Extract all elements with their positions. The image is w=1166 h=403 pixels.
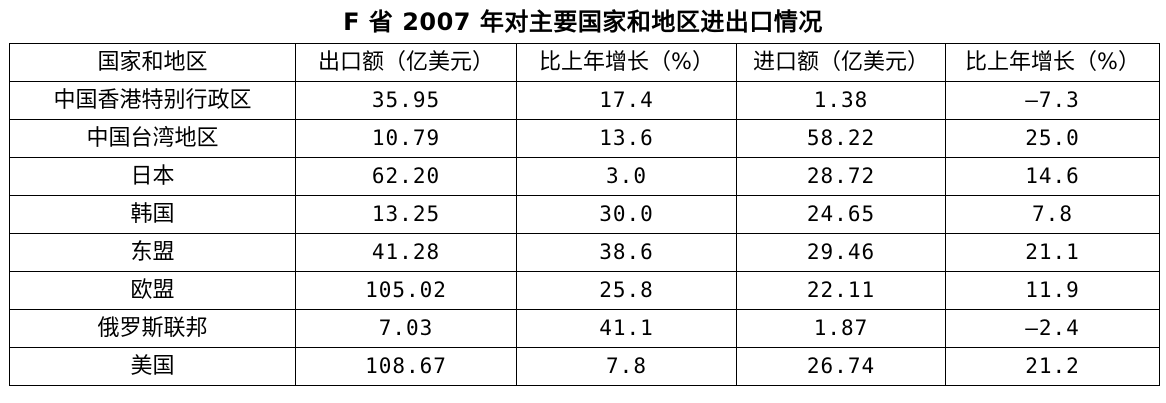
cell-export-growth: 25.8 — [516, 271, 737, 310]
cell-export-amount: 35.95 — [295, 81, 517, 120]
cell-import-growth: 14.6 — [945, 157, 1160, 196]
cell-import-amount: 22.11 — [736, 271, 946, 310]
cell-export-amount: 10.79 — [295, 119, 517, 158]
cell-export-growth: 13.6 — [516, 119, 737, 158]
cell-export-amount: 41.28 — [295, 233, 517, 272]
header-row: 国家和地区 出口额（亿美元） 比上年增长（%） 进口额（亿美元） 比上年增长（%… — [9, 43, 1160, 82]
header-region: 国家和地区 — [9, 43, 296, 82]
cell-import-amount: 24.65 — [736, 195, 946, 234]
table-row: 美国 108.67 7.8 26.74 21.2 — [9, 347, 1160, 386]
cell-import-growth: 7.8 — [945, 195, 1160, 234]
cell-import-growth: 25.0 — [945, 119, 1160, 158]
table-row: 日本 62.20 3.0 28.72 14.6 — [9, 157, 1160, 196]
cell-region: 俄罗斯联邦 — [9, 309, 296, 348]
cell-import-amount: 1.38 — [736, 81, 946, 120]
cell-export-amount: 105.02 — [295, 271, 517, 310]
cell-import-amount: 58.22 — [736, 119, 946, 158]
cell-import-amount: 28.72 — [736, 157, 946, 196]
cell-export-growth: 3.0 — [516, 157, 737, 196]
cell-import-amount: 26.74 — [736, 347, 946, 386]
cell-export-amount: 62.20 — [295, 157, 517, 196]
cell-import-growth: —2.4 — [945, 309, 1160, 348]
cell-region: 韩国 — [9, 195, 296, 234]
cell-import-growth: 21.1 — [945, 233, 1160, 272]
header-export-amount: 出口额（亿美元） — [295, 43, 517, 82]
cell-import-growth: —7.3 — [945, 81, 1160, 120]
table-row: 中国香港特别行政区 35.95 17.4 1.38 —7.3 — [9, 81, 1160, 120]
cell-region: 中国台湾地区 — [9, 119, 296, 158]
table-title: F 省 2007 年对主要国家和地区进出口情况 — [343, 8, 823, 36]
cell-region: 日本 — [9, 157, 296, 196]
cell-region: 美国 — [9, 347, 296, 386]
cell-import-growth: 21.2 — [945, 347, 1160, 386]
cell-export-growth: 38.6 — [516, 233, 737, 272]
header-export-growth: 比上年增长（%） — [516, 43, 737, 82]
cell-export-amount: 7.03 — [295, 309, 517, 348]
cell-export-growth: 17.4 — [516, 81, 737, 120]
cell-export-amount: 108.67 — [295, 347, 517, 386]
cell-export-growth: 7.8 — [516, 347, 737, 386]
cell-export-growth: 30.0 — [516, 195, 737, 234]
cell-export-amount: 13.25 — [295, 195, 517, 234]
table-row: 韩国 13.25 30.0 24.65 7.8 — [9, 195, 1160, 234]
cell-import-amount: 29.46 — [736, 233, 946, 272]
table-row: 中国台湾地区 10.79 13.6 58.22 25.0 — [9, 119, 1160, 158]
table-row: 东盟 41.28 38.6 29.46 21.1 — [9, 233, 1160, 272]
trade-table: 国家和地区 出口额（亿美元） 比上年增长（%） 进口额（亿美元） 比上年增长（%… — [9, 43, 1160, 386]
cell-region: 欧盟 — [9, 271, 296, 310]
cell-import-amount: 1.87 — [736, 309, 946, 348]
header-import-amount: 进口额（亿美元） — [736, 43, 946, 82]
cell-region: 东盟 — [9, 233, 296, 272]
table-row: 俄罗斯联邦 7.03 41.1 1.87 —2.4 — [9, 309, 1160, 348]
table-row: 欧盟 105.02 25.8 22.11 11.9 — [9, 271, 1160, 310]
header-import-growth: 比上年增长（%） — [945, 43, 1160, 82]
cell-region: 中国香港特别行政区 — [9, 81, 296, 120]
cell-export-growth: 41.1 — [516, 309, 737, 348]
cell-import-growth: 11.9 — [945, 271, 1160, 310]
